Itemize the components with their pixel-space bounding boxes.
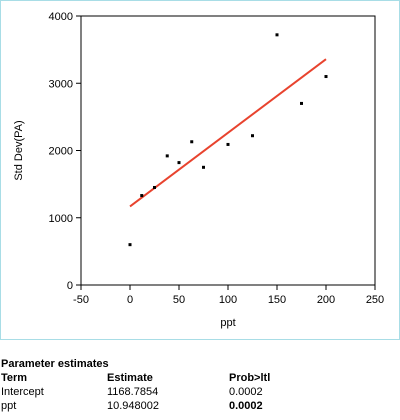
data-point [165,154,169,158]
row-term: Intercept [1,386,44,398]
x-axis-label: ppt [220,317,235,329]
header-term: Term [1,372,28,384]
data-point [275,33,279,37]
data-point [202,165,205,169]
y-tick-label: 2000 [49,146,73,158]
row-prob: 0.0002 [229,386,263,398]
parameter-table-header: Term Estimate Prob>ltl [1,371,397,385]
fit-line [129,58,327,208]
y-tick-label: 3000 [49,78,73,90]
data-point [324,75,328,79]
data-point [153,185,156,189]
data-point [177,161,181,165]
y-tick-label: 0 [67,280,73,292]
header-estimate: Estimate [107,372,153,384]
x-tick-label: 150 [268,294,286,306]
x-tick-label: 100 [219,294,237,306]
data-point [226,142,230,146]
x-tick-label: 0 [127,294,133,306]
x-tick-label: 50 [173,294,185,306]
table-row: Intercept 1168.7854 0.0002 [1,385,397,399]
y-axis-label: Std Dev(PA) [13,120,25,180]
row-estimate: 10.948002 [107,400,159,412]
row-estimate: 1168.7854 [107,386,159,398]
header-prob: Prob>ltl [229,372,271,384]
x-tick-label: 200 [317,294,335,306]
row-prob: 0.0002 [229,400,263,412]
y-tick-label: 1000 [49,213,73,225]
parameter-estimates-title: Parameter estimates [1,358,109,370]
data-point [140,194,144,198]
data-point [190,140,194,144]
data-point [300,101,303,105]
data-point [128,243,132,247]
x-tick-label: -50 [73,294,89,306]
table-row: ppt 10.948002 0.0002 [1,399,397,413]
plot-area-frame [80,15,376,286]
y-tick-label: 4000 [49,11,73,23]
scatter-chart: -50 0 50 100 150 200 25001000200030004000pptSt… [13,11,384,329]
row-term: ppt [1,400,17,412]
data-point [251,134,254,138]
x-tick-label: 250 [366,294,384,306]
parameter-estimates: Parameter estimates Term Estimate Prob>l… [1,358,397,413]
